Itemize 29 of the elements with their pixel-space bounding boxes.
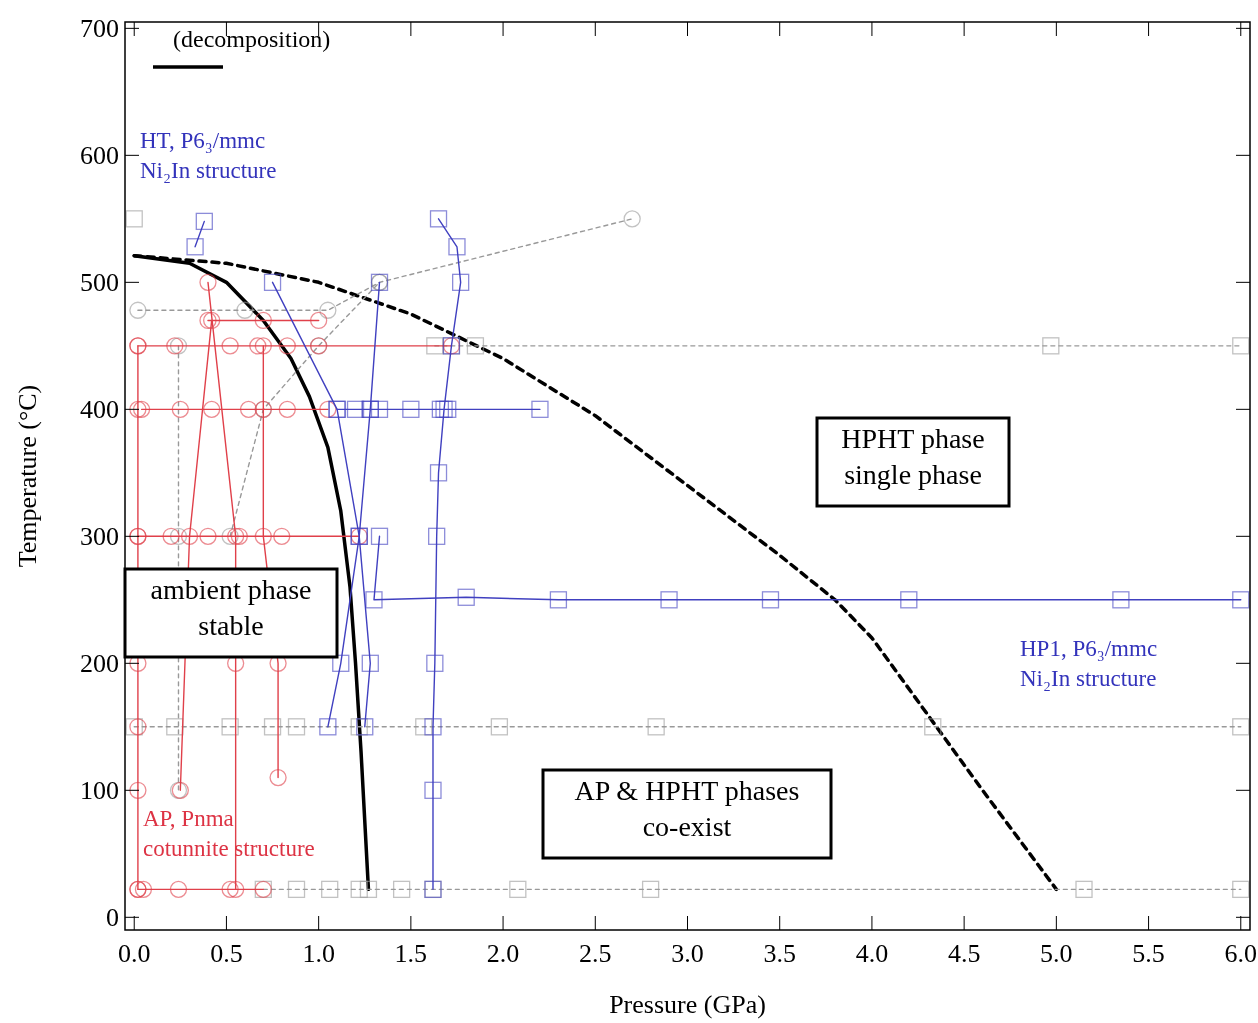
x-tick-label: 3.0 (671, 939, 704, 968)
annotation: ambient phase stable (150, 574, 312, 641)
x-tick-label: 4.5 (947, 939, 981, 968)
y-tick-label: 100 (80, 776, 119, 806)
y-tick-label: 0 (106, 903, 119, 933)
x-tick-label: 5.5 (1132, 939, 1165, 968)
y-tick-label: 700 (80, 14, 119, 44)
x-tick-label: 5.0 (1040, 939, 1073, 968)
x-tick-label: 2.5 (579, 939, 612, 968)
y-tick-label: 200 (80, 649, 119, 679)
x-axis-title: Pressure (GPa) (609, 990, 766, 1019)
x-tick-label: 1.0 (302, 939, 335, 968)
legend-label: (decomposition) (173, 26, 331, 52)
x-tick-label: 0.5 (210, 939, 243, 968)
y-axis-title: Temperature (°C) (13, 384, 42, 568)
x-tick-label: 1.5 (394, 939, 428, 968)
y-tick-label: 300 (80, 522, 119, 552)
y-tick-label: 400 (80, 395, 119, 425)
annotation: HPHT phase single phase (841, 423, 985, 490)
annotation: HP1, P6₃/mmc Ni₂In structure (1020, 636, 1158, 691)
y-tick-label: 500 (80, 268, 119, 298)
x-tick-label: 4.0 (855, 939, 889, 968)
x-tick-label: 6.0 (1224, 939, 1258, 968)
x-tick-label: 2.0 (486, 939, 520, 968)
x-tick-label: 0.0 (117, 939, 151, 968)
y-tick-label: 600 (80, 141, 119, 171)
annotation: AP & HPHT phases co-exist (574, 775, 800, 842)
x-tick-label: 3.5 (763, 939, 796, 968)
annotation: HT, P6₃/mmc Ni₂In structure (140, 128, 277, 183)
